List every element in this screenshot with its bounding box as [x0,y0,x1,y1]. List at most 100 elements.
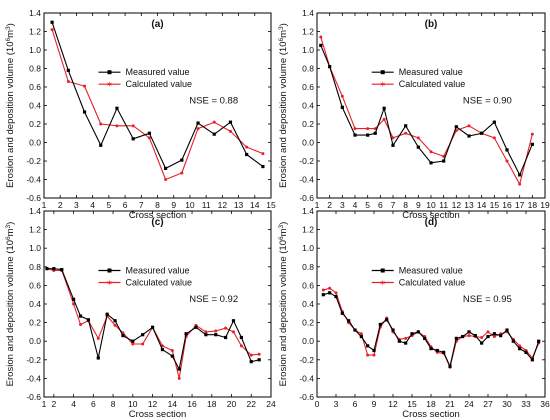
data-point-measured [340,105,344,109]
data-point-calculated [373,127,377,131]
y-tick-label: -0.2 [26,355,41,365]
x-tick-label: 9 [416,200,421,210]
data-point-measured [372,348,376,353]
data-point-measured [160,347,165,352]
data-point-calculated [96,336,100,340]
x-axis-title: Cross section [129,409,187,420]
x-tick-label: 33 [521,399,531,409]
y-tick-label: 1.4 [302,206,314,216]
y-tick-label: 1.0 [29,45,41,55]
y-tick-label: 1.2 [29,27,41,37]
y-tick-label: 0.4 [29,299,41,309]
data-point-measured [416,145,420,149]
data-point-measured [141,333,145,337]
y-axis-title-part: ) [278,23,289,26]
data-point-calculated [83,84,87,88]
y-axis-title: Erosion and deposition volume (106m3) [5,222,17,387]
data-point-measured [78,314,83,318]
data-point-measured [404,124,408,128]
data-point-measured [359,334,363,339]
x-tick-label: 12 [452,200,462,210]
data-point-measured [105,312,109,316]
data-point-calculated [228,129,232,133]
x-tick-label: 21 [445,399,455,409]
data-point-measured [45,267,49,271]
data-point-measured [319,43,323,47]
data-point-measured [473,334,477,338]
y-tick-label: 0.0 [302,138,314,148]
x-axis-title: Cross section [402,210,460,221]
nse-annotation: NSE = 0.90 [463,96,512,107]
data-point-measured [66,68,70,72]
series-line-calculated [51,29,264,181]
x-tick-label: 16 [187,399,197,409]
x-tick-label: 4 [353,200,358,210]
y-tick-label: 0.2 [302,318,314,328]
data-point-calculated [214,329,218,333]
y-axis-title-sup: 3 [278,26,285,30]
data-point-measured [511,339,515,343]
data-point-measured [60,267,64,272]
data-point-measured [224,335,228,340]
y-tick-label: 0.0 [302,336,314,346]
x-tick-label: 11 [202,200,211,210]
data-point-measured [480,131,484,135]
data-point-measured [72,297,76,301]
data-point-measured [353,133,357,137]
data-point-calculated [429,150,433,154]
data-point-calculated [359,332,363,336]
data-point-measured [150,325,155,329]
data-point-measured [86,318,91,322]
data-point-measured [131,137,135,141]
data-point-measured [113,319,117,323]
x-tick-label: 8 [155,200,160,210]
y-axis-title-sup: 6 [278,38,285,42]
data-point-measured [52,267,56,271]
y-tick-label: 0.8 [29,262,41,272]
data-point-calculated [147,136,151,140]
data-point-measured [239,335,243,340]
y-axis-title: Erosion and deposition volume (106m3) [278,222,290,387]
data-point-measured [423,336,427,341]
y-tick-label: 0.2 [29,119,41,129]
y-axis-title-part: m [278,228,289,236]
data-point-calculated [204,330,208,334]
data-point-measured [328,65,332,69]
y-axis-title-part: ) [5,23,16,26]
y-tick-label: 1.2 [29,225,41,235]
data-point-calculated [177,376,181,380]
data-point-calculated [50,28,54,32]
data-point-measured [435,348,439,353]
x-tick-label: 27 [483,399,493,409]
data-point-calculated [321,288,325,292]
x-tick-label: 7 [139,200,144,210]
x-tick-label: 5 [106,200,111,210]
data-point-measured [524,350,528,354]
data-point-calculated [180,171,184,175]
x-tick-label: 8 [111,399,116,409]
legend-swatch-square [380,70,385,75]
y-axis-title-sup: 3 [5,224,12,228]
legend-label: Measured value [125,266,189,276]
data-point-measured [454,336,458,341]
x-axis-title: Cross section [402,409,460,420]
x-tick-label: 14 [168,399,178,409]
data-point-measured [321,293,325,297]
y-axis-title-part: m [5,228,16,236]
legend-swatch-star: ✶ [379,279,386,288]
data-point-measured [382,106,386,110]
data-point-calculated [334,291,338,295]
x-tick-label: 19 [540,200,550,210]
y-tick-label: -0.6 [299,193,314,203]
y-axis-title-sup: 3 [5,26,12,30]
nse-annotation: NSE = 0.88 [189,96,238,107]
y-tick-label: -0.4 [299,175,314,185]
chart-panel-d: -0.6-0.4-0.20.00.20.40.60.81.01.21.40 3 6 9… [278,206,550,420]
y-axis-title: Erosion and deposition volume (106m3) [278,23,290,188]
x-tick-label: 12 [218,200,228,210]
data-point-measured [96,356,100,360]
nse-annotation: NSE = 0.92 [189,294,238,305]
data-point-calculated [160,344,164,348]
data-point-calculated [492,136,496,140]
